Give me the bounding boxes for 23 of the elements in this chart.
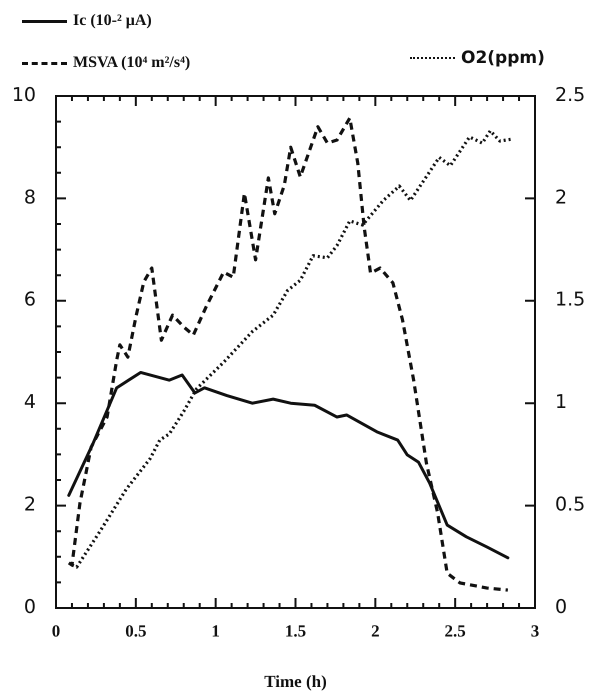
x-tick-label: 1.5 bbox=[284, 622, 306, 641]
y2-tick-label: 2.5 bbox=[555, 84, 586, 106]
y-tick-label: 6 bbox=[24, 288, 36, 311]
x-tick-label: 2.5 bbox=[444, 622, 466, 641]
y-tick-label: 0 bbox=[24, 596, 36, 618]
y-tick-label: 10 bbox=[12, 84, 36, 106]
x-tick-label: 0.5 bbox=[125, 622, 146, 641]
y2-tick-label: 1.5 bbox=[555, 288, 586, 311]
legend-label: O2(ppm) bbox=[461, 48, 545, 68]
y-tick-label: 8 bbox=[24, 186, 36, 208]
legend-label: Ic (10-² μA) bbox=[73, 12, 152, 30]
x-tick-label: 3 bbox=[530, 622, 540, 641]
y-tick-label: 4 bbox=[24, 391, 36, 414]
y2-tick-label: 2 bbox=[555, 186, 568, 208]
x-tick-label: 2 bbox=[371, 622, 380, 641]
legend-label: MSVA (10⁴ m²/s⁴) bbox=[73, 54, 190, 72]
y2-tick-label: 0 bbox=[555, 596, 568, 618]
y-tick-label: 2 bbox=[24, 494, 36, 516]
x-tick-label: 0 bbox=[52, 622, 60, 641]
x-tick-label: 1 bbox=[211, 622, 220, 641]
y2-tick-label: 0.5 bbox=[555, 494, 586, 516]
y2-tick-label: 1 bbox=[555, 391, 568, 414]
x-axis-title: Time (h) bbox=[264, 672, 327, 692]
